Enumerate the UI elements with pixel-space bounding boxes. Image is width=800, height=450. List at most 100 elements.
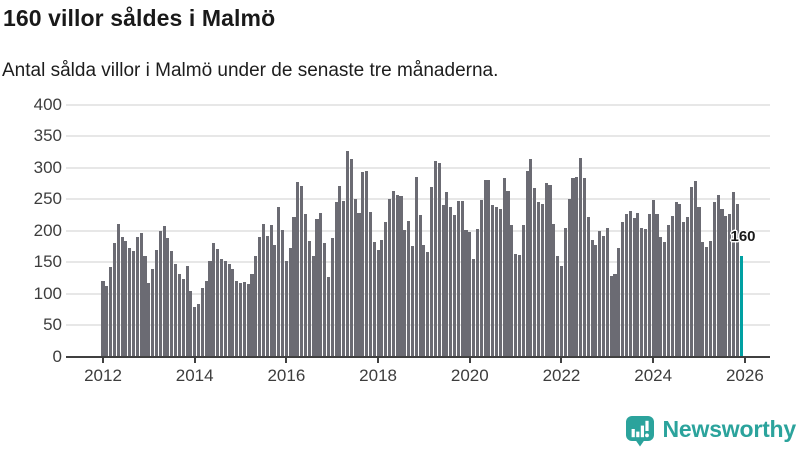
bar — [728, 214, 732, 357]
bar — [517, 255, 521, 357]
x-tick-label: 2024 — [634, 366, 673, 385]
bar — [636, 212, 640, 357]
bar — [315, 219, 319, 357]
bar — [273, 244, 277, 357]
bar — [533, 187, 537, 357]
bar — [460, 201, 464, 357]
bar — [388, 198, 392, 357]
bar — [395, 195, 399, 357]
bar — [449, 206, 453, 357]
bar — [494, 206, 499, 357]
bar — [674, 201, 678, 357]
bar — [177, 274, 181, 357]
bar — [502, 178, 506, 357]
bar — [231, 268, 235, 357]
bar — [475, 228, 479, 357]
bar — [422, 245, 426, 357]
bar — [227, 264, 231, 357]
bar — [414, 176, 418, 357]
x-tick-label: 2014 — [175, 366, 214, 385]
bar — [120, 237, 124, 357]
gridline — [66, 324, 770, 327]
bar — [559, 266, 564, 357]
bar — [537, 201, 541, 357]
bar — [689, 186, 693, 357]
bar — [483, 180, 487, 357]
bar — [621, 221, 625, 357]
bar — [303, 214, 308, 357]
bar — [254, 256, 258, 357]
bar — [624, 213, 628, 357]
bar — [238, 282, 243, 357]
x-tick — [468, 358, 471, 363]
bar — [647, 213, 651, 357]
bar — [147, 282, 151, 357]
bar — [407, 220, 411, 357]
bar — [724, 215, 728, 357]
bar — [250, 273, 254, 357]
bar — [598, 231, 602, 357]
bar — [403, 230, 407, 357]
bar — [437, 163, 441, 357]
y-tick-label: 350 — [33, 126, 62, 146]
bar — [196, 303, 201, 357]
bar — [452, 215, 457, 357]
x-tick — [102, 358, 104, 363]
bar — [357, 213, 361, 357]
bar — [632, 218, 636, 357]
bar — [281, 230, 285, 357]
y-tick-label: 250 — [33, 189, 62, 209]
bar — [158, 230, 162, 357]
bar — [468, 232, 472, 357]
bar — [594, 244, 598, 357]
bar — [292, 216, 296, 357]
gridline — [66, 135, 770, 138]
bar — [655, 214, 659, 357]
bar — [361, 172, 365, 357]
bar — [342, 201, 346, 357]
bar — [628, 211, 632, 357]
bar — [617, 248, 621, 357]
x-tick-label: 2016 — [267, 366, 306, 385]
bar — [548, 184, 552, 357]
bar — [525, 170, 529, 357]
bar — [735, 204, 739, 357]
bar — [212, 243, 216, 357]
newsworthy-logo[interactable]: Newsworthy — [623, 415, 796, 448]
bar — [418, 215, 422, 357]
bar — [410, 245, 415, 357]
bar — [456, 201, 460, 357]
x-tick-label: 2026 — [725, 366, 764, 385]
bar — [338, 185, 342, 357]
bar — [353, 199, 357, 357]
bar — [269, 225, 273, 357]
bar — [716, 194, 720, 357]
bar — [193, 306, 197, 357]
y-tick-label: 50 — [43, 315, 62, 335]
bar — [445, 192, 449, 357]
bar — [491, 204, 495, 357]
bar — [441, 204, 445, 357]
gridline — [66, 292, 770, 295]
bar — [116, 224, 120, 357]
bar — [166, 238, 170, 357]
bar — [258, 237, 262, 357]
bar — [605, 227, 609, 357]
bar — [575, 176, 579, 357]
bar — [498, 208, 502, 357]
bar — [105, 286, 109, 357]
bar — [101, 281, 105, 357]
bar — [265, 235, 269, 357]
bar — [170, 250, 174, 357]
bar — [582, 177, 586, 357]
bar — [135, 237, 139, 357]
bar — [426, 251, 430, 357]
x-axis-line — [66, 356, 770, 358]
bar — [670, 215, 674, 357]
bar — [644, 228, 648, 357]
bar — [368, 211, 372, 357]
gridline — [66, 166, 770, 169]
bar — [242, 281, 246, 357]
bar — [284, 261, 288, 357]
